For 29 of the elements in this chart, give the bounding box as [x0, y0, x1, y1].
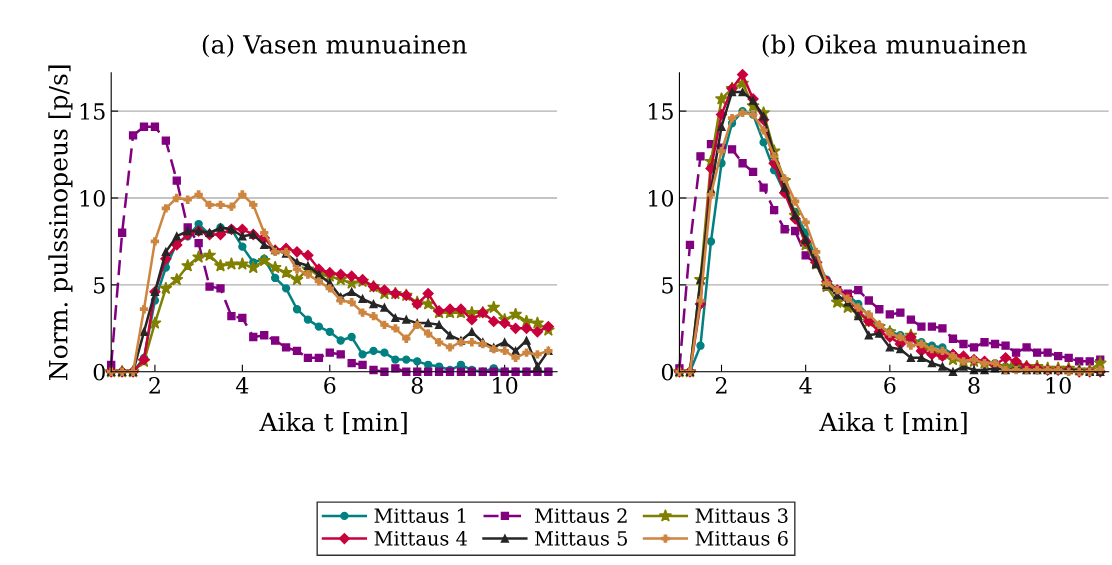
y-tick-label: 10	[80, 189, 105, 207]
y-tick-label: 0	[93, 363, 105, 381]
x-axis-title: Aika t [min]	[259, 412, 407, 435]
chart-title: (b) Oikea munuainen	[762, 34, 1027, 58]
legend-label: Mittaus 6	[695, 530, 788, 546]
x-tick-label: 10	[1046, 377, 1071, 394]
x-tick-label: 6	[324, 377, 336, 394]
x-tick-label: 2	[715, 377, 727, 394]
x-tick-label: 8	[968, 377, 980, 394]
y-axis-title: Norm. pulssinopeus [p/s]	[48, 65, 73, 381]
y-tick-label: 15	[80, 103, 105, 120]
x-tick-label: 6	[884, 377, 896, 394]
x-tick-label: 2	[149, 377, 160, 394]
y-tick-label: 10	[649, 189, 674, 207]
legend-label: Mittaus 2	[535, 508, 627, 523]
x-tick-label: 8	[411, 377, 423, 394]
chart-title: (a) Vasen munuainen	[202, 34, 467, 58]
y-tick-label: 15	[649, 103, 673, 120]
legend-label: Mittaus 5	[535, 531, 627, 546]
x-tick-label: 4	[799, 377, 812, 394]
x-tick-label: 4	[235, 377, 249, 394]
y-tick-label: 5	[94, 277, 105, 294]
x-tick-label: 10	[493, 377, 518, 394]
legend-label: Mittaus 4	[374, 530, 467, 546]
legend-label: Mittaus 3	[695, 508, 788, 523]
y-tick-label: 5	[662, 277, 673, 294]
y-tick-label: 0	[661, 363, 674, 381]
x-axis-title: Aika t [min]	[819, 412, 967, 435]
legend-label: Mittaus 1	[374, 508, 466, 523]
